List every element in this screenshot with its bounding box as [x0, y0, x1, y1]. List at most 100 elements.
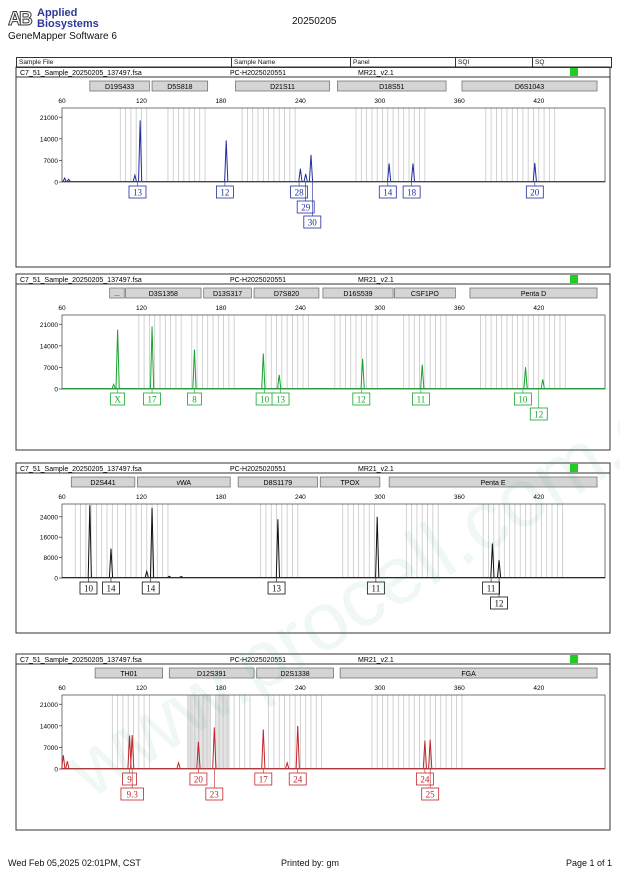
plot-area: [61, 107, 606, 183]
trace-peak: [375, 516, 380, 578]
trace-peak: [387, 163, 392, 182]
allele-call-label: X: [114, 395, 121, 405]
x-tick-label: 120: [136, 98, 147, 105]
page-number: Page 1 of 1: [565, 858, 612, 868]
marker-label: D12S391: [197, 671, 226, 678]
panel-name: MR21_v2.1: [358, 70, 394, 77]
trace-peak: [224, 140, 229, 182]
y-tick-label: 7000: [44, 745, 59, 752]
allele-call-box: [490, 596, 508, 610]
marker-label: FGA: [461, 671, 476, 678]
y-tick-label: 0: [54, 387, 58, 394]
marker-d3s1358: [125, 287, 202, 299]
allele-call-box: [290, 185, 308, 199]
marker-d8s1179: [237, 476, 318, 488]
trace-peak: [108, 548, 114, 578]
x-tick-label: 240: [295, 494, 306, 501]
trace-peak: [149, 326, 155, 389]
marker-label: D6S1043: [515, 84, 544, 91]
x-tick-label: 360: [454, 494, 465, 501]
marker-tpox: [319, 476, 381, 488]
y-tick-label: 0: [54, 576, 58, 583]
allele-call-box: [110, 392, 126, 406]
x-tick-label: 360: [454, 685, 465, 692]
trace-peak: [490, 543, 495, 578]
trace-peak: [167, 575, 172, 578]
x-tick-label: 120: [136, 685, 147, 692]
allele-call-label: 10: [518, 395, 528, 405]
y-tick-label: 14000: [40, 136, 58, 143]
allele-call-box: [141, 581, 160, 595]
marker-label: CSF1PO: [411, 291, 440, 298]
x-tick-label: 420: [533, 305, 544, 312]
x-tick-label: 60: [58, 494, 66, 501]
marker-label: Penta E: [481, 480, 506, 487]
allele-call-box: [366, 581, 385, 595]
allele-call-label: 13: [133, 188, 143, 198]
sample-name: PC-H2025020551: [230, 277, 286, 284]
trace-peak: [540, 379, 545, 389]
trace-peak: [132, 173, 137, 182]
x-tick-label: 60: [58, 305, 66, 312]
marker-d19s433: [89, 80, 150, 92]
run-date: 20250205: [292, 16, 337, 27]
marker-d5s818: [151, 80, 209, 92]
x-tick-label: 60: [58, 685, 66, 692]
y-tick-label: 24000: [40, 514, 58, 521]
trace-peak: [149, 507, 155, 578]
allele-call-label: 30: [308, 218, 318, 228]
logo-line-2: Biosystems: [37, 18, 99, 30]
allele-call-label: 17: [259, 775, 269, 785]
status-indicator: [570, 655, 578, 663]
sample-file-name: C7_51_Sample_20250205_137497.fsa: [20, 70, 142, 77]
x-tick-label: 120: [136, 494, 147, 501]
x-tick-label: 60: [58, 98, 66, 105]
allele-call-box: [271, 392, 290, 406]
trace-peak: [111, 383, 116, 389]
marker-label: D21S11: [270, 84, 295, 91]
y-tick-label: 0: [54, 180, 58, 187]
trace-peak: [410, 163, 416, 182]
status-indicator: [570, 275, 578, 283]
col-panel: Panel: [351, 58, 456, 67]
dye-panel-blue: C7_51_Sample_20250205_137497.fsa PC-H2025…: [15, 66, 611, 268]
allele-call-label: 20: [530, 188, 540, 198]
col-sq: SQ: [535, 59, 545, 66]
trace-peak: [285, 761, 290, 769]
allele-call-box: [402, 185, 421, 199]
marker-label: D3S1358: [149, 291, 178, 298]
y-tick-label: 7000: [44, 158, 59, 165]
panel-frame: [15, 462, 611, 634]
allele-call-label: 24: [420, 775, 430, 785]
marker-penta-d: [469, 287, 598, 299]
marker-label: TPOX: [341, 480, 360, 487]
printed-by: Printed by: gm: [281, 858, 340, 868]
panel-name: MR21_v2.1: [358, 466, 394, 473]
marker-label: D7S820: [274, 291, 299, 298]
allele-call-label: 10: [84, 584, 94, 594]
x-tick-label: 420: [533, 494, 544, 501]
marker-label: D19S433: [105, 84, 134, 91]
trace-peak: [303, 173, 308, 182]
allele-call-box: [378, 185, 397, 199]
trace-peak: [61, 755, 66, 769]
x-tick-label: 300: [374, 494, 385, 501]
marker-label: TH01: [120, 671, 137, 678]
trace-peak: [192, 349, 197, 389]
marker-label: D2S1338: [280, 671, 309, 678]
trace-peak: [420, 364, 425, 389]
allele-call-label: 10: [260, 395, 270, 405]
trace-peak: [298, 168, 303, 182]
allele-call-label: 13: [276, 395, 286, 405]
trace-peak: [138, 120, 143, 182]
panel-name: MR21_v2.1: [358, 657, 394, 664]
logo-ab-mark: A: [8, 9, 22, 30]
allele-call-label: 29: [301, 203, 311, 213]
allele-call-box: [288, 772, 307, 786]
allele-call-label: 12: [357, 395, 366, 405]
marker-label: D18S51: [379, 84, 404, 91]
trace-peak: [295, 725, 300, 769]
x-tick-label: 120: [136, 305, 147, 312]
allele-call-box: [529, 407, 548, 421]
allele-call-label: 25: [426, 790, 436, 800]
